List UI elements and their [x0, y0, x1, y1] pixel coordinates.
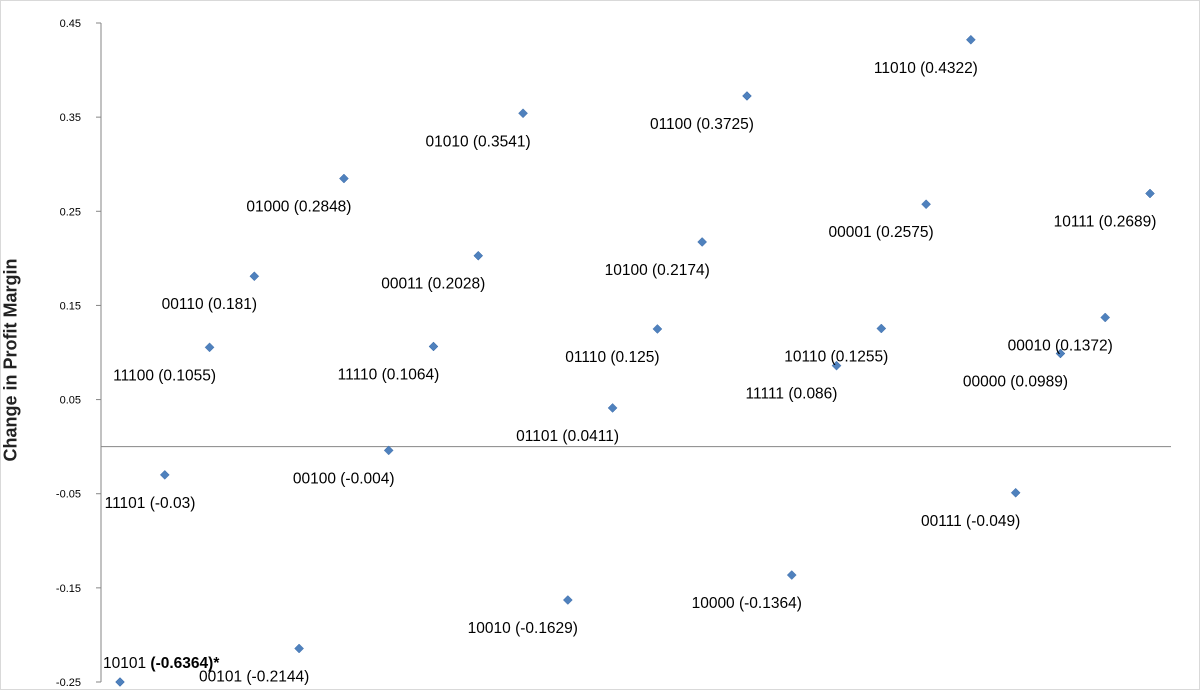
data-label-01000: 01000 (0.2848) — [246, 199, 351, 216]
y-tick-label: 0.15 — [60, 300, 81, 312]
y-tick-label: 0.25 — [60, 206, 81, 218]
data-point-10100 — [697, 237, 708, 247]
data-label-11101: 11101 (-0.03) — [105, 495, 196, 512]
data-point-00110 — [249, 271, 260, 282]
y-tick-label: 0.05 — [60, 395, 81, 407]
data-label-10101: 10101 (-0.6364)* — [103, 655, 220, 672]
data-point-01101 — [607, 403, 618, 413]
data-point-00011 — [473, 250, 484, 261]
data-label-00001: 00001 (0.2575) — [829, 224, 934, 241]
data-label-00101: 00101 (-0.2144) — [199, 668, 309, 685]
data-labels: 10101 (-0.6364)* 11101 (-0.03) 11100 (0.10… — [103, 60, 1156, 686]
data-point-10101 — [115, 677, 125, 687]
data-label-00111: 00111 (-0.049) — [921, 513, 1020, 530]
data-label-01110: 01110 (0.125) — [565, 349, 659, 366]
y-tick-label: -0.05 — [56, 489, 81, 501]
y-tick-label: -0.25 — [56, 677, 81, 689]
data-label-00000: 00000 (0.0989) — [963, 374, 1068, 391]
y-tick-labels: 0.45 0.35 0.25 0.15 0.05 -0.05 -0.15 -0.25 — [56, 18, 101, 689]
data-label-11010: 11010 (0.4322) — [874, 60, 978, 77]
data-point-00000 — [1055, 348, 1066, 359]
data-point-11110 — [428, 341, 439, 352]
data-label-01010: 01010 (0.3541) — [425, 133, 530, 150]
data-label-code: 10101 — [103, 655, 150, 672]
data-point-00010 — [1100, 312, 1111, 323]
data-label-11111: 11111 (0.086) — [746, 386, 838, 403]
y-tick-label: 0.45 — [60, 18, 81, 30]
data-label-10110: 10110 (0.1255) — [784, 348, 888, 365]
data-point-01010 — [518, 108, 528, 119]
data-points — [115, 34, 1155, 687]
data-point-11010 — [966, 34, 976, 45]
y-axis-title-container: Change in Profit Margin — [0, 0, 40, 690]
data-label-11110: 11110 (0.1064) — [338, 366, 440, 383]
y-tick-label: -0.15 — [56, 583, 81, 595]
data-label-10111: 10111 (0.2689) — [1054, 213, 1157, 230]
data-label-11100: 11100 (0.1055) — [113, 367, 216, 384]
data-point-11101 — [159, 470, 170, 480]
data-point-11100 — [204, 342, 215, 353]
data-label-01100: 01100 (0.3725) — [650, 116, 754, 133]
data-label-10100: 10100 (0.2174) — [605, 262, 710, 279]
data-point-00001 — [921, 199, 931, 210]
data-point-10000 — [786, 570, 797, 580]
y-axis-title: Change in Profit Margin — [0, 258, 21, 462]
data-label-00100: 00100 (-0.004) — [293, 470, 395, 487]
data-point-10111 — [1145, 188, 1155, 199]
data-point-00100 — [383, 445, 394, 456]
data-point-01110 — [652, 324, 663, 334]
data-label-00011: 00011 (0.2028) — [381, 276, 485, 293]
y-tick-label: 0.35 — [60, 112, 81, 124]
data-point-11111 — [831, 360, 842, 371]
data-point-00101 — [294, 643, 304, 654]
data-label-10000: 10000 (-0.1364) — [692, 595, 802, 612]
data-point-00111 — [1010, 487, 1021, 498]
data-point-10110 — [876, 323, 887, 334]
data-point-01000 — [339, 173, 349, 184]
data-label-value: (-0.6364)* — [150, 655, 220, 672]
data-label-10010: 10010 (-0.1629) — [468, 620, 578, 637]
data-label-00110: 00110 (0.181) — [162, 296, 257, 313]
data-point-01100 — [742, 91, 752, 101]
data-label-01101: 01101 (0.0411) — [516, 428, 619, 445]
data-label-00010: 00010 (0.1372) — [1008, 337, 1113, 354]
data-point-10010 — [562, 595, 573, 605]
